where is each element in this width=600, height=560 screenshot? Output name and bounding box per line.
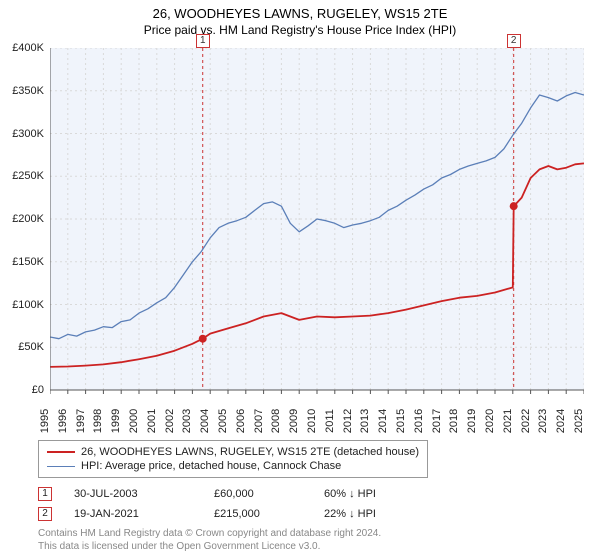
y-tick-label: £50K (18, 341, 44, 353)
y-tick-label: £300K (12, 128, 44, 140)
legend-item: HPI: Average price, detached house, Cann… (47, 459, 419, 473)
sales-date: 30-JUL-2003 (74, 488, 214, 500)
sales-table: 1 30-JUL-2003£60,00060% ↓ HPI 2 19-JAN-2021… (38, 484, 424, 524)
sales-index-marker: 2 (38, 507, 52, 521)
legend-swatch (47, 451, 75, 453)
chart-plot-area (50, 48, 584, 390)
sales-index-marker: 1 (38, 487, 52, 501)
y-tick-label: £0 (32, 384, 44, 396)
y-tick-label: £400K (12, 42, 44, 54)
y-tick-label: £250K (12, 170, 44, 182)
x-axis: 1995199619971998199920002001200220032004… (50, 392, 584, 436)
chart-svg (50, 48, 584, 395)
y-tick-label: £200K (12, 213, 44, 225)
y-tick-label: £350K (12, 85, 44, 97)
sale-marker: 1 (196, 34, 210, 48)
sales-row: 2 19-JAN-2021£215,00022% ↓ HPI (38, 504, 424, 524)
legend: 26, WOODHEYES LAWNS, RUGELEY, WS15 2TE (… (38, 440, 428, 478)
sales-row: 1 30-JUL-2003£60,00060% ↓ HPI (38, 484, 424, 504)
x-tick-label: 2025 (573, 409, 595, 433)
chart-container: 26, WOODHEYES LAWNS, RUGELEY, WS15 2TE P… (0, 0, 600, 560)
sales-hpi-delta: 22% ↓ HPI (324, 508, 424, 520)
y-axis: £0£50K£100K£150K£200K£250K£300K£350K£400… (0, 48, 48, 390)
legend-swatch (47, 466, 75, 467)
sales-price: £215,000 (214, 508, 324, 520)
sales-price: £60,000 (214, 488, 324, 500)
sales-date: 19-JAN-2021 (74, 508, 214, 520)
y-tick-label: £150K (12, 256, 44, 268)
attribution-line1: Contains HM Land Registry data © Crown c… (38, 528, 381, 541)
legend-label: HPI: Average price, detached house, Cann… (81, 460, 341, 472)
chart-title: 26, WOODHEYES LAWNS, RUGELEY, WS15 2TE (0, 0, 600, 21)
sale-marker: 2 (507, 34, 521, 48)
attribution: Contains HM Land Registry data © Crown c… (38, 528, 381, 553)
legend-label: 26, WOODHEYES LAWNS, RUGELEY, WS15 2TE (… (81, 446, 419, 458)
attribution-line2: This data is licensed under the Open Gov… (38, 541, 381, 554)
sales-hpi-delta: 60% ↓ HPI (324, 488, 424, 500)
legend-item: 26, WOODHEYES LAWNS, RUGELEY, WS15 2TE (… (47, 445, 419, 459)
y-tick-label: £100K (12, 299, 44, 311)
